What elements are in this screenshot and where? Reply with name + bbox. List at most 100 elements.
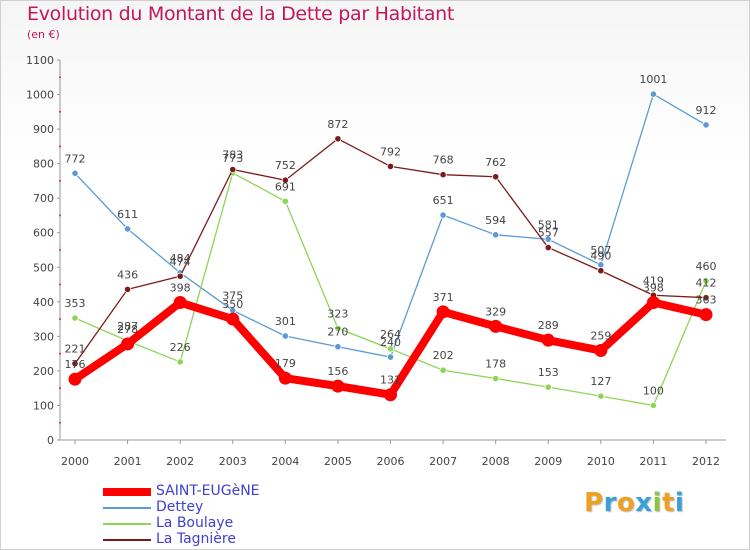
data-label: 557 [538,227,559,240]
y-tick-label: 200 [33,365,54,378]
data-point [386,353,395,361]
data-point [229,165,237,174]
data-label: 202 [433,349,454,362]
data-label: 651 [433,194,454,207]
data-point [384,388,397,402]
data-label: 783 [222,149,243,162]
data-label: 221 [65,343,86,356]
y-tick-label: 600 [33,227,54,240]
y-tick-label: 500 [33,261,54,274]
legend-label: SAINT-EUGèNE [156,483,260,499]
chart-title: Evolution du Montant de la Dette par Hab… [27,3,455,25]
data-label: 226 [170,341,191,354]
data-label: 363 [696,294,717,307]
y-tick-label: 300 [33,330,54,343]
data-point [123,285,132,293]
x-tick-label: 2006 [377,455,405,468]
data-point [439,211,447,219]
data-label: 772 [65,152,86,165]
y-tick-label: 800 [33,158,54,171]
legend-label: Dettey [156,499,204,515]
x-tick-label: 2000 [61,455,89,468]
data-point [436,305,450,319]
x-tick-label: 2011 [639,455,667,468]
data-label: 270 [327,326,348,339]
data-label: 412 [696,277,717,290]
data-label: 353 [65,297,86,310]
data-point [176,272,184,280]
data-point [439,171,447,179]
data-label: 762 [485,156,506,169]
data-point [597,392,605,400]
data-label: 323 [327,307,348,320]
y-tick-label: 900 [33,123,54,136]
data-point [173,296,187,310]
data-point [699,308,713,322]
proxiti-logo: Proxiti [584,488,684,518]
data-point [439,366,447,374]
y-tick-label: 1100 [26,54,54,67]
data-point [702,121,710,129]
data-label: 259 [590,330,611,343]
data-label: 484 [170,252,191,265]
chart-subtitle: (en €) [27,28,60,41]
legend-swatch [103,523,151,525]
data-label: 419 [643,274,664,287]
data-label: 872 [327,118,348,131]
legend-swatch [103,488,151,496]
data-label: 131 [380,374,401,387]
data-label: 240 [380,336,401,349]
data-point [121,337,135,351]
x-tick-label: 2012 [692,455,720,468]
data-point [226,312,240,326]
data-point [702,294,710,302]
x-tick-label: 2007 [429,455,457,468]
data-point [544,243,552,252]
x-tick-label: 2002 [166,455,194,468]
data-point [702,277,710,285]
x-tick-label: 2008 [482,455,510,468]
x-tick-label: 2004 [271,455,299,468]
logo-letter: r [603,488,617,518]
x-tick-label: 2010 [587,455,615,468]
y-tick-label: 100 [33,399,54,412]
data-point [331,379,345,393]
data-label: 768 [433,154,454,167]
logo-letter: x [635,488,653,518]
line-chart: 0 100 200 300 400 500 600 700 800 900 1000 1100 2000… [26,54,726,468]
data-label: 350 [222,298,243,311]
data-point [541,333,555,347]
data-label: 691 [275,180,296,193]
data-point [176,358,184,366]
data-point [489,319,503,333]
data-label: 773 [222,152,243,165]
legend-swatch [103,539,151,541]
data-point [386,162,395,170]
data-point [278,371,292,385]
data-label: 460 [696,260,717,273]
data-point [597,267,605,275]
x-tick-label: 2009 [534,455,562,468]
data-point [123,225,132,233]
x-tick-label: 2001 [114,455,142,468]
data-point [334,135,342,143]
y-tick-label: 400 [33,296,54,309]
data-point [492,231,500,239]
logo-letter: i [652,488,662,518]
data-label: 153 [538,366,559,379]
data-point [334,324,342,333]
data-label: 490 [590,250,611,263]
data-point [68,372,82,386]
data-point [544,235,552,243]
legend-label: La Tagnière [156,531,236,547]
data-label: 100 [643,384,664,397]
data-label: 264 [380,328,401,341]
data-point [594,344,608,358]
data-label: 611 [117,208,138,221]
data-label: 594 [485,214,506,227]
data-label: 178 [485,358,506,371]
data-point [71,360,79,368]
legend-label: La Boulaye [156,515,234,531]
logo-letter: P [584,488,604,518]
